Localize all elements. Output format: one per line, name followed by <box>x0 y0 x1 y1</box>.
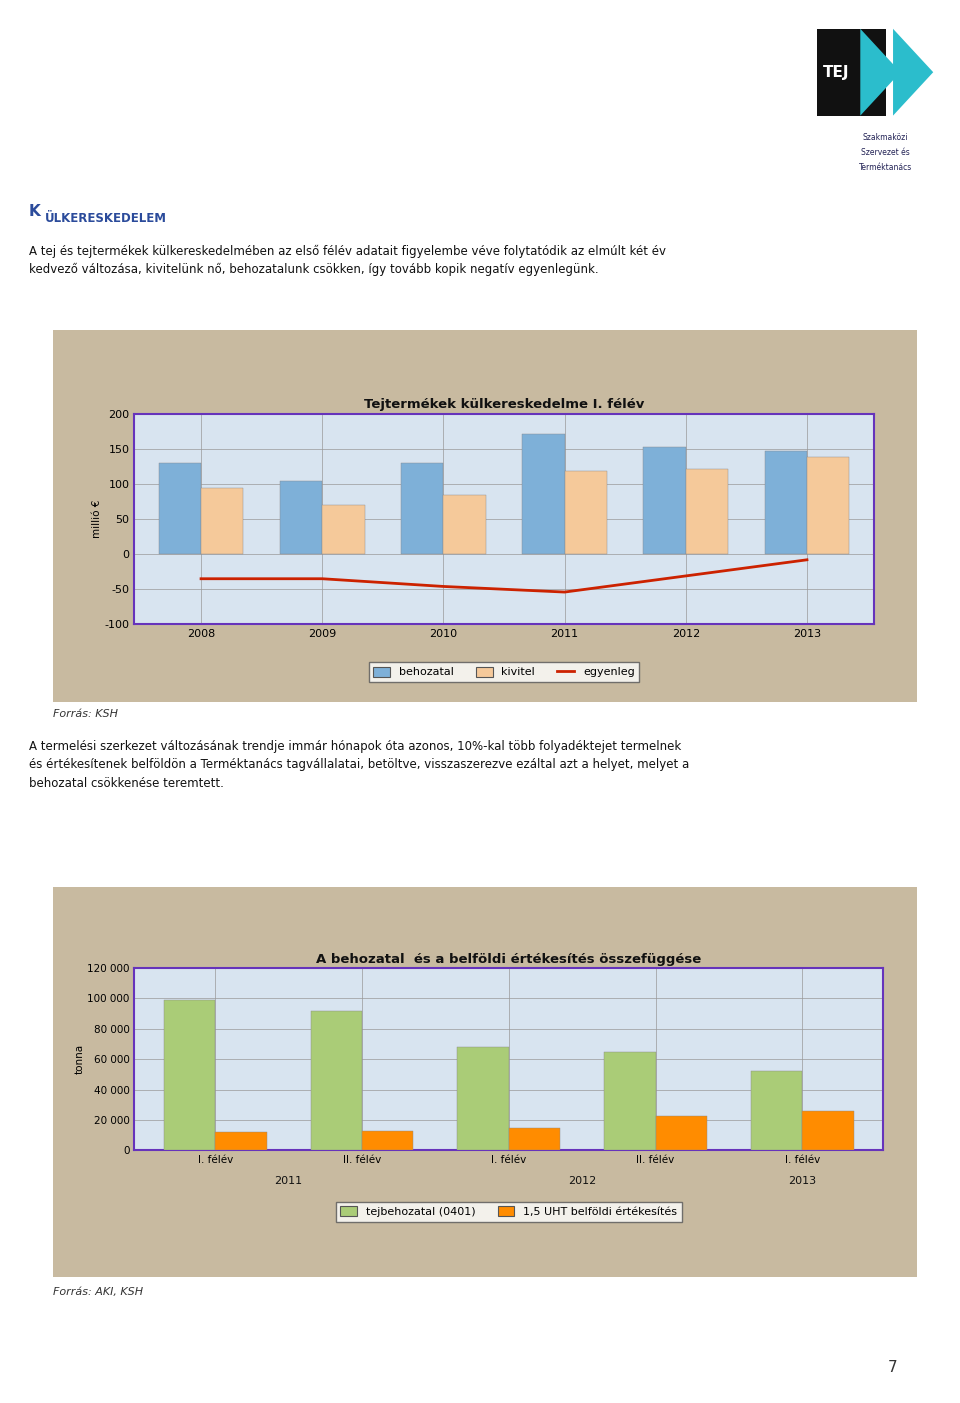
Bar <box>509 1128 561 1150</box>
FancyBboxPatch shape <box>39 882 930 1281</box>
Bar <box>656 1115 707 1150</box>
Text: Szakmaközi: Szakmaközi <box>863 133 908 142</box>
FancyBboxPatch shape <box>39 325 930 706</box>
Bar <box>279 480 323 554</box>
Bar <box>522 434 564 554</box>
Text: K: K <box>29 205 40 219</box>
Text: Forrás: AKI, KSH: Forrás: AKI, KSH <box>53 1287 143 1298</box>
Bar <box>164 1000 215 1150</box>
Bar <box>323 505 365 554</box>
Text: Tej Szakmaközi Szervezet és Terméktanács: Tej Szakmaközi Szervezet és Terméktanács <box>20 55 621 79</box>
Text: 7: 7 <box>888 1361 898 1375</box>
Text: 2012: 2012 <box>568 1176 596 1187</box>
Bar <box>807 456 850 554</box>
Text: TEJ: TEJ <box>824 65 850 80</box>
Text: Szervezet és: Szervezet és <box>861 147 910 157</box>
Text: 2013: 2013 <box>788 1176 817 1187</box>
Text: A tej és tejtermékek külkereskedelmében az első félév adatait figyelembe véve fo: A tej és tejtermékek külkereskedelmében … <box>29 244 666 276</box>
Polygon shape <box>860 29 900 115</box>
Bar <box>158 463 201 554</box>
Bar <box>311 1010 362 1150</box>
Y-axis label: tonna: tonna <box>74 1044 84 1075</box>
Text: TAGI TÁJÉKOZTATÓ: TAGI TÁJÉKOZTATÓ <box>303 137 508 160</box>
Bar <box>643 446 685 554</box>
Text: Terméktanács: Terméktanács <box>859 163 912 171</box>
Bar <box>817 29 885 115</box>
Bar <box>401 463 444 554</box>
Bar <box>457 1047 509 1150</box>
Bar <box>685 469 729 554</box>
Text: ÜLKERESKEDELEM: ÜLKERESKEDELEM <box>45 212 167 224</box>
Legend: tejbehozatal (0401), 1,5 UHT belföldi értékesítés: tejbehozatal (0401), 1,5 UHT belföldi ér… <box>336 1202 682 1222</box>
Bar <box>803 1111 853 1150</box>
Bar <box>444 495 486 554</box>
Bar <box>215 1132 267 1150</box>
Text: A termelési szerkezet változásának trendje immár hónapok óta azonos, 10%-kal töb: A termelési szerkezet változásának trend… <box>29 739 689 790</box>
Title: Tejtermékek külkereskedelme I. félév: Tejtermékek külkereskedelme I. félév <box>364 398 644 411</box>
Bar <box>751 1072 803 1150</box>
Bar <box>564 471 607 554</box>
Text: Forrás: KSH: Forrás: KSH <box>53 709 118 720</box>
Bar <box>362 1131 414 1150</box>
Legend: behozatal, kivitel, egyenleg: behozatal, kivitel, egyenleg <box>369 662 639 682</box>
Y-axis label: millió €: millió € <box>92 499 102 539</box>
Bar <box>201 487 244 554</box>
Title: A behozatal  és a belföldi értékesítés összefüggése: A behozatal és a belföldi értékesítés ös… <box>316 953 702 965</box>
Bar <box>604 1052 656 1150</box>
Polygon shape <box>893 29 933 115</box>
Text: 2011: 2011 <box>275 1176 302 1187</box>
Bar <box>764 450 807 554</box>
